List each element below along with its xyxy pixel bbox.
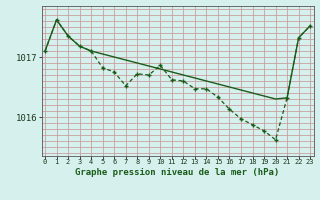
X-axis label: Graphe pression niveau de la mer (hPa): Graphe pression niveau de la mer (hPa) xyxy=(76,168,280,177)
